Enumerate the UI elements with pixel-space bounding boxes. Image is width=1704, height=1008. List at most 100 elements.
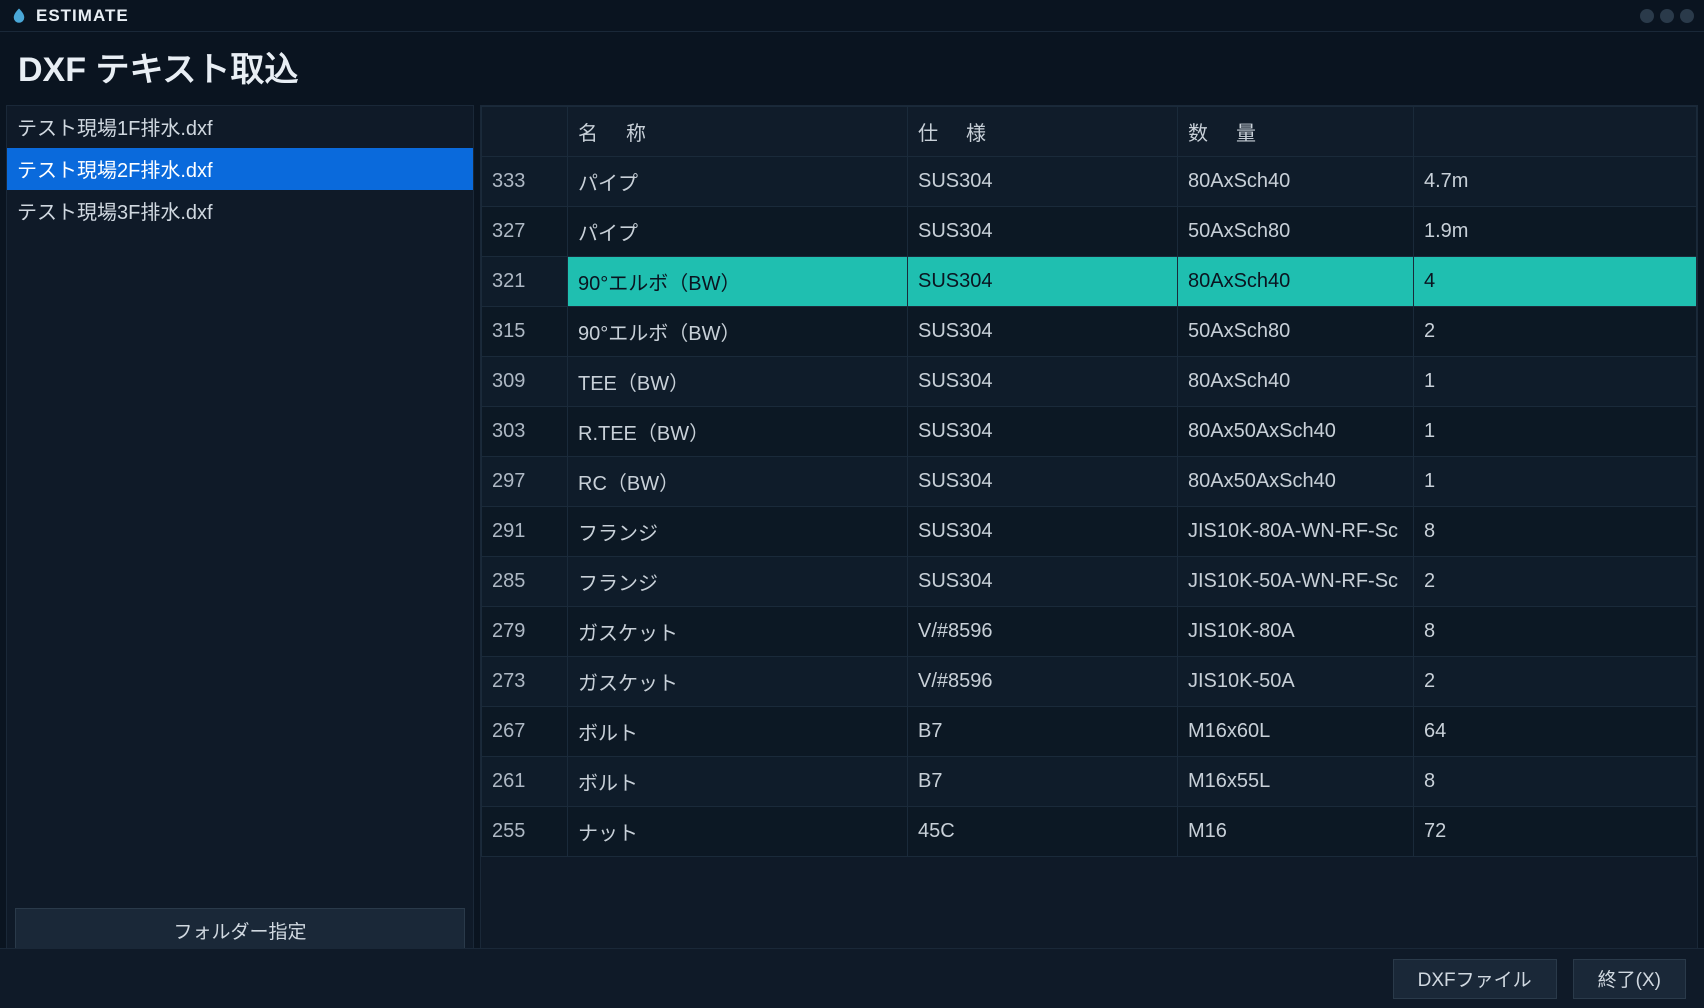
cell-name: フランジ	[568, 557, 908, 607]
data-table: 名 称 仕 様 数 量 333パイプSUS30480AxSch404.7m327…	[481, 106, 1697, 857]
table-row[interactable]: 327パイプSUS30450AxSch801.9m	[482, 207, 1697, 257]
cell-qty: 8	[1414, 607, 1697, 657]
page-title: DXF テキスト取込	[0, 32, 1704, 105]
cell-name: パイプ	[568, 157, 908, 207]
cell-qty: 8	[1414, 757, 1697, 807]
file-list: テスト現場1F排水.dxfテスト現場2F排水.dxfテスト現場3F排水.dxf	[7, 106, 473, 900]
table-row[interactable]: 309TEE（BW）SUS30480AxSch401	[482, 357, 1697, 407]
cell-size: 80AxSch40	[1178, 357, 1414, 407]
cell-name: ガスケット	[568, 657, 908, 707]
cell-spec: SUS304	[908, 557, 1178, 607]
cell-id: 303	[482, 407, 568, 457]
cell-spec: 45C	[908, 807, 1178, 857]
window-max-icon[interactable]	[1660, 9, 1674, 23]
cell-size: M16	[1178, 807, 1414, 857]
titlebar: ESTIMATE	[0, 0, 1704, 32]
cell-size: 80Ax50AxSch40	[1178, 407, 1414, 457]
cell-name: ガスケット	[568, 607, 908, 657]
cell-id: 333	[482, 157, 568, 207]
table-row[interactable]: 31590°エルボ（BW）SUS30450AxSch802	[482, 307, 1697, 357]
cell-qty: 4	[1414, 257, 1697, 307]
file-sidebar: テスト現場1F排水.dxfテスト現場2F排水.dxfテスト現場3F排水.dxf …	[6, 105, 474, 961]
cell-qty: 72	[1414, 807, 1697, 857]
cell-id: 297	[482, 457, 568, 507]
cell-id: 267	[482, 707, 568, 757]
app-logo-icon	[10, 7, 28, 25]
dxf-file-button[interactable]: DXFファイル	[1393, 959, 1557, 999]
table-header-row: 名 称 仕 様 数 量	[482, 107, 1697, 157]
cell-spec: SUS304	[908, 507, 1178, 557]
col-size[interactable]: 数 量	[1178, 107, 1414, 157]
cell-spec: V/#8596	[908, 657, 1178, 707]
cell-size: 50AxSch80	[1178, 207, 1414, 257]
cell-size: 80AxSch40	[1178, 157, 1414, 207]
cell-id: 321	[482, 257, 568, 307]
window-close-icon[interactable]	[1680, 9, 1694, 23]
table-row[interactable]: 267ボルトB7M16x60L64	[482, 707, 1697, 757]
exit-button[interactable]: 終了(X)	[1573, 959, 1686, 999]
cell-spec: SUS304	[908, 407, 1178, 457]
table-row[interactable]: 255ナット45CM1672	[482, 807, 1697, 857]
cell-size: JIS10K-50A	[1178, 657, 1414, 707]
table-row[interactable]: 261ボルトB7M16x55L8	[482, 757, 1697, 807]
col-qty[interactable]	[1414, 107, 1697, 157]
cell-name: 90°エルボ（BW）	[568, 307, 908, 357]
cell-name: フランジ	[568, 507, 908, 557]
cell-size: 50AxSch80	[1178, 307, 1414, 357]
cell-spec: SUS304	[908, 207, 1178, 257]
cell-qty: 1	[1414, 457, 1697, 507]
cell-id: 273	[482, 657, 568, 707]
cell-qty: 8	[1414, 507, 1697, 557]
file-item[interactable]: テスト現場3F排水.dxf	[7, 190, 473, 232]
cell-id: 327	[482, 207, 568, 257]
cell-spec: V/#8596	[908, 607, 1178, 657]
cell-qty: 64	[1414, 707, 1697, 757]
cell-spec: SUS304	[908, 157, 1178, 207]
file-item[interactable]: テスト現場1F排水.dxf	[7, 106, 473, 148]
cell-qty: 2	[1414, 657, 1697, 707]
folder-select-button[interactable]: フォルダー指定	[15, 908, 465, 952]
cell-size: M16x55L	[1178, 757, 1414, 807]
cell-id: 315	[482, 307, 568, 357]
table-row[interactable]: 297RC（BW）SUS30480Ax50AxSch401	[482, 457, 1697, 507]
table-row[interactable]: 279ガスケットV/#8596JIS10K-80A8	[482, 607, 1697, 657]
cell-qty: 1	[1414, 407, 1697, 457]
cell-id: 279	[482, 607, 568, 657]
cell-size: JIS10K-80A-WN-RF-Sc	[1178, 507, 1414, 557]
cell-name: RC（BW）	[568, 457, 908, 507]
cell-size: M16x60L	[1178, 707, 1414, 757]
cell-qty: 4.7m	[1414, 157, 1697, 207]
cell-spec: SUS304	[908, 357, 1178, 407]
cell-qty: 1.9m	[1414, 207, 1697, 257]
cell-spec: SUS304	[908, 257, 1178, 307]
cell-id: 261	[482, 757, 568, 807]
cell-qty: 2	[1414, 557, 1697, 607]
cell-name: R.TEE（BW）	[568, 407, 908, 457]
cell-name: パイプ	[568, 207, 908, 257]
file-item[interactable]: テスト現場2F排水.dxf	[7, 148, 473, 190]
col-spec[interactable]: 仕 様	[908, 107, 1178, 157]
cell-id: 255	[482, 807, 568, 857]
cell-size: JIS10K-80A	[1178, 607, 1414, 657]
col-id[interactable]	[482, 107, 568, 157]
cell-spec: SUS304	[908, 457, 1178, 507]
cell-name: ボルト	[568, 757, 908, 807]
table-row[interactable]: 32190°エルボ（BW）SUS30480AxSch404	[482, 257, 1697, 307]
cell-id: 285	[482, 557, 568, 607]
table-row[interactable]: 333パイプSUS30480AxSch404.7m	[482, 157, 1697, 207]
app-title: ESTIMATE	[36, 6, 129, 26]
cell-spec: SUS304	[908, 307, 1178, 357]
table-row[interactable]: 291フランジSUS304JIS10K-80A-WN-RF-Sc8	[482, 507, 1697, 557]
cell-id: 309	[482, 357, 568, 407]
cell-spec: B7	[908, 757, 1178, 807]
cell-name: ボルト	[568, 707, 908, 757]
table-row[interactable]: 285フランジSUS304JIS10K-50A-WN-RF-Sc2	[482, 557, 1697, 607]
cell-name: TEE（BW）	[568, 357, 908, 407]
cell-size: 80Ax50AxSch40	[1178, 457, 1414, 507]
cell-size: JIS10K-50A-WN-RF-Sc	[1178, 557, 1414, 607]
cell-spec: B7	[908, 707, 1178, 757]
table-row[interactable]: 273ガスケットV/#8596JIS10K-50A2	[482, 657, 1697, 707]
col-name[interactable]: 名 称	[568, 107, 908, 157]
table-row[interactable]: 303R.TEE（BW）SUS30480Ax50AxSch401	[482, 407, 1697, 457]
window-min-icon[interactable]	[1640, 9, 1654, 23]
